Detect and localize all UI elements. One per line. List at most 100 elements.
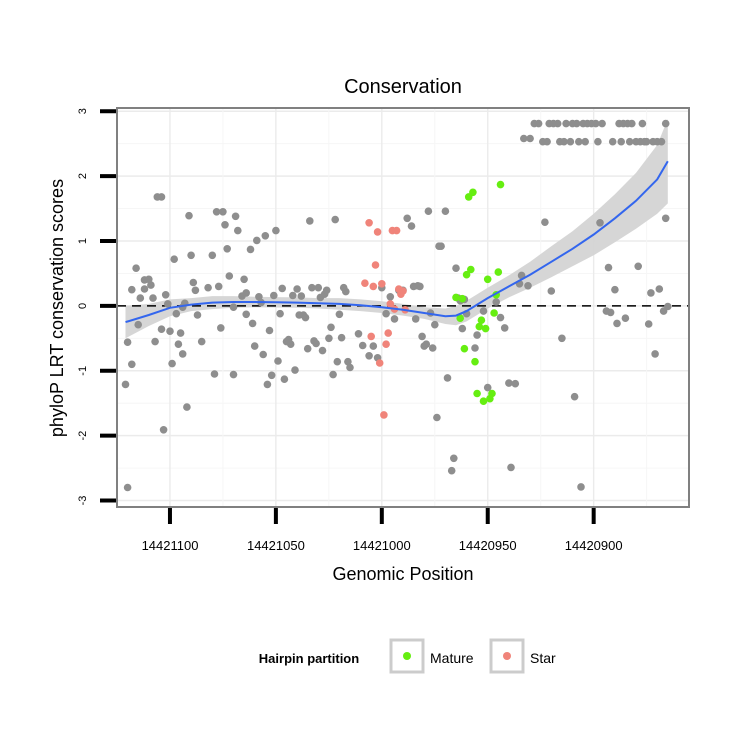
point-mature: [473, 389, 481, 398]
point-other: [570, 392, 579, 401]
point-other: [250, 342, 259, 350]
point-other: [611, 285, 619, 294]
point-star: [380, 411, 388, 419]
point-other: [289, 291, 297, 300]
point-other: [267, 371, 276, 380]
point-mature: [456, 314, 465, 323]
point-other: [369, 342, 378, 350]
point-mature: [458, 294, 467, 303]
point-star: [369, 282, 378, 291]
point-other: [212, 208, 221, 216]
point-other: [231, 212, 240, 221]
point-other: [286, 340, 295, 349]
point-other: [634, 262, 642, 271]
point-other: [642, 137, 651, 146]
point-other: [208, 251, 217, 260]
point-other: [492, 298, 501, 306]
point-other: [505, 379, 513, 387]
point-other: [572, 119, 581, 128]
x-tick-label: 14421100: [142, 538, 199, 553]
point-other: [123, 338, 132, 347]
y-tick-label: -2: [77, 431, 89, 441]
legend-label-mature: Mature: [430, 650, 474, 666]
point-other: [346, 363, 354, 372]
point-star: [371, 261, 380, 269]
point-other: [280, 375, 289, 384]
point-other: [447, 466, 456, 475]
point-star: [361, 279, 369, 288]
scatter-points: [121, 119, 672, 492]
point-other: [240, 275, 248, 284]
point-other: [159, 426, 168, 434]
smooth-trend-line: [125, 160, 669, 324]
point-other: [157, 325, 166, 334]
point-other: [308, 283, 316, 292]
x-axis-label: Genomic Position: [332, 564, 473, 584]
point-other: [276, 309, 284, 318]
point-mature: [490, 309, 498, 317]
point-other: [329, 370, 337, 379]
point-other: [217, 324, 225, 332]
point-mature: [469, 188, 477, 197]
point-other: [541, 218, 549, 226]
point-other: [479, 307, 488, 315]
point-other: [422, 340, 431, 349]
point-mature: [460, 344, 469, 353]
point-mature: [471, 357, 479, 366]
point-other: [335, 310, 344, 319]
point-other: [661, 119, 670, 128]
point-star: [382, 340, 390, 349]
y-tick-label: 2: [77, 173, 89, 179]
point-other: [638, 119, 647, 128]
point-other: [234, 226, 242, 235]
point-other: [261, 232, 270, 240]
point-other: [581, 137, 589, 146]
point-other: [428, 344, 437, 352]
point-other: [176, 329, 185, 337]
point-other: [318, 346, 327, 355]
chart-title: Conservation: [344, 76, 462, 98]
point-other: [562, 119, 570, 128]
point-other: [592, 119, 600, 128]
point-other: [450, 454, 458, 463]
point-other: [149, 294, 157, 302]
x-axis: 14421100 14421050 14421000 14420950 14420900: [142, 508, 623, 553]
point-other: [604, 263, 613, 272]
point-other: [577, 483, 585, 491]
point-other: [558, 334, 566, 343]
point-mature: [477, 316, 486, 325]
point-other: [322, 286, 331, 295]
point-other: [301, 313, 310, 322]
point-other: [242, 310, 250, 319]
point-other: [204, 283, 212, 292]
point-other: [547, 287, 556, 295]
point-other: [661, 214, 670, 223]
point-other: [511, 379, 520, 388]
point-other: [252, 236, 261, 245]
point-other: [312, 339, 320, 348]
legend-entry-star: Star: [489, 638, 556, 674]
point-other: [390, 315, 399, 323]
point-star: [365, 219, 373, 227]
point-other: [178, 350, 187, 358]
point-other: [382, 309, 390, 318]
point-other: [331, 215, 340, 224]
point-other: [411, 315, 420, 323]
point-other: [221, 221, 229, 229]
point-other: [136, 294, 145, 302]
point-other: [265, 326, 274, 335]
point-other: [225, 272, 234, 280]
point-other: [161, 291, 170, 299]
point-other: [297, 292, 306, 300]
point-other: [183, 403, 191, 411]
point-other: [483, 383, 492, 392]
point-other: [471, 344, 479, 352]
y-axis-label: phyloP LRT conservation scores: [47, 179, 67, 437]
point-other: [327, 323, 335, 332]
y-tick-label: -1: [77, 366, 89, 376]
point-mature: [452, 293, 460, 302]
point-other: [520, 134, 528, 143]
point-other: [157, 193, 166, 201]
